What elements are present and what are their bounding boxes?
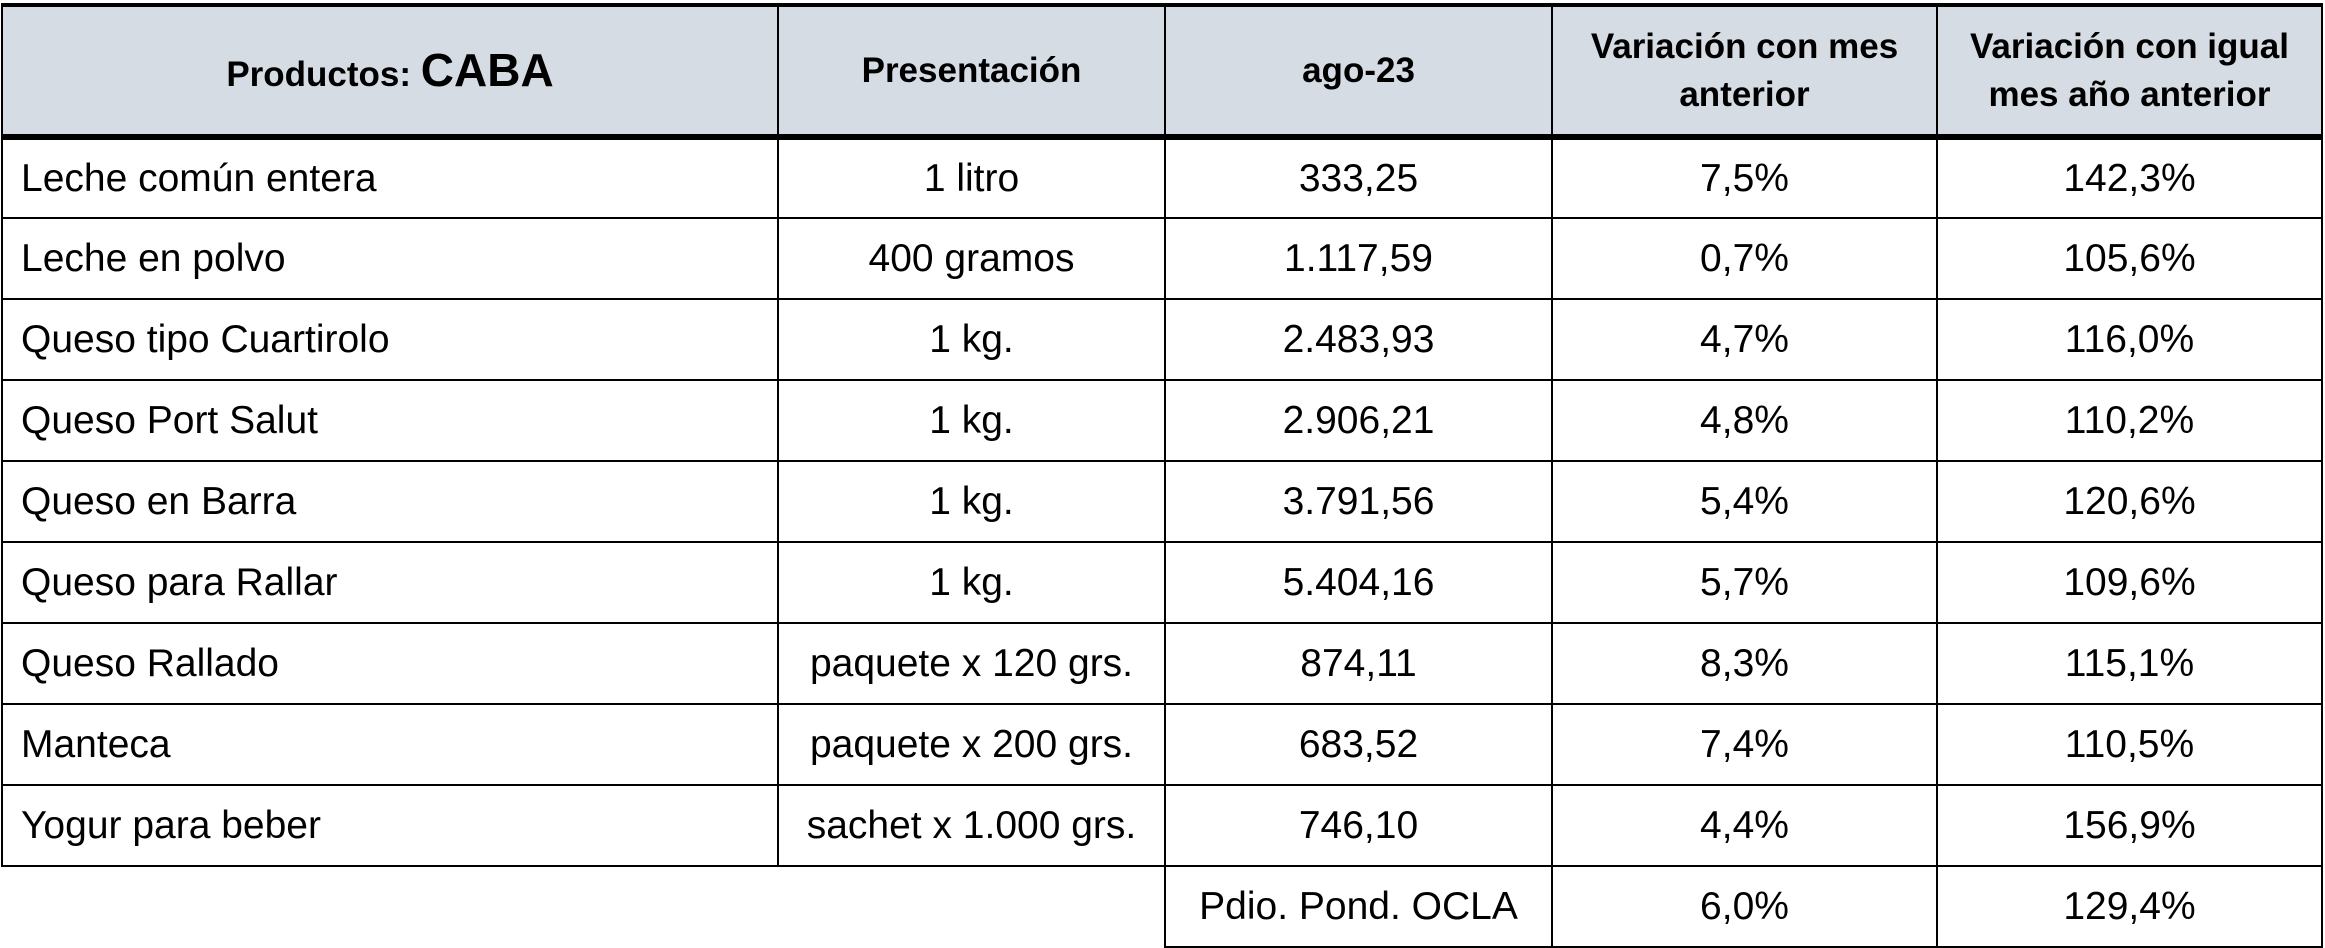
table-cell: 116,0% bbox=[1936, 298, 2323, 381]
table-cell: 110,2% bbox=[1936, 379, 2323, 462]
price-table: Productos: CABA Presentación ago-23 Variac… bbox=[1, 3, 2323, 948]
header-cell: Variación con mes anterior bbox=[1551, 3, 1938, 140]
table-cell: Queso Port Salut bbox=[1, 379, 779, 462]
table-cell: 4,8% bbox=[1551, 379, 1938, 462]
table-cell: Leche común entera bbox=[1, 136, 779, 219]
header-cell: ago-23 bbox=[1164, 3, 1553, 140]
table-cell: 5,7% bbox=[1551, 541, 1938, 624]
table-row: Yogur para beber sachet x 1.000 grs. 746,1… bbox=[1, 784, 2323, 867]
header-cell: Productos: CABA bbox=[1, 3, 779, 140]
table-row: Leche común entera 1 litro 333,25 7,5% 142,3… bbox=[1, 136, 2323, 219]
table-cell: 105,6% bbox=[1936, 217, 2323, 300]
table-cell: 110,5% bbox=[1936, 703, 2323, 786]
table-cell: paquete x 120 grs. bbox=[777, 622, 1166, 705]
footer-label: Pdio. Pond. OCLA bbox=[1164, 865, 1553, 948]
header-region: CABA bbox=[420, 44, 554, 97]
header-label: Productos: bbox=[226, 55, 412, 95]
table-cell: 683,52 bbox=[1164, 703, 1553, 786]
table-cell: 5,4% bbox=[1551, 460, 1938, 543]
table-cell: 4,4% bbox=[1551, 784, 1938, 867]
table-cell: 4,7% bbox=[1551, 298, 1938, 381]
table-cell: 1 kg. bbox=[777, 541, 1166, 624]
table-cell: 5.404,16 bbox=[1164, 541, 1553, 624]
table-cell: 7,4% bbox=[1551, 703, 1938, 786]
header-row: Productos: CABA Presentación ago-23 Variac… bbox=[1, 3, 2323, 140]
table-cell: 0,7% bbox=[1551, 217, 1938, 300]
table-cell: 874,11 bbox=[1164, 622, 1553, 705]
table-cell: Queso en Barra bbox=[1, 460, 779, 543]
table-cell: 120,6% bbox=[1936, 460, 2323, 543]
table-cell: 8,3% bbox=[1551, 622, 1938, 705]
table-cell: 142,3% bbox=[1936, 136, 2323, 219]
table-row: Leche en polvo 400 gramos 1.117,59 0,7% 105,… bbox=[1, 217, 2323, 300]
table-cell: paquete x 200 grs. bbox=[777, 703, 1166, 786]
table-row: Queso Rallado paquete x 120 grs. 874,11 8,3… bbox=[1, 622, 2323, 705]
table-cell: 1 litro bbox=[777, 136, 1166, 219]
header-cell: Presentación bbox=[777, 3, 1166, 140]
table-cell: Yogur para beber bbox=[1, 784, 779, 867]
table-cell: 156,9% bbox=[1936, 784, 2323, 867]
table-cell: Queso Rallado bbox=[1, 622, 779, 705]
table-cell: 1 kg. bbox=[777, 460, 1166, 543]
table-cell: sachet x 1.000 grs. bbox=[777, 784, 1166, 867]
footer-cell: 6,0% bbox=[1551, 865, 1938, 948]
table-cell: 333,25 bbox=[1164, 136, 1553, 219]
table-row: Queso para Rallar 1 kg. 5.404,16 5,7% 109,6% bbox=[1, 541, 2323, 624]
table-cell: Queso para Rallar bbox=[1, 541, 779, 624]
table-cell: 1 kg. bbox=[777, 379, 1166, 462]
footer-cell: 129,4% bbox=[1936, 865, 2323, 948]
table-cell: Leche en polvo bbox=[1, 217, 779, 300]
table-cell: Manteca bbox=[1, 703, 779, 786]
table-cell: Queso tipo Cuartirolo bbox=[1, 298, 779, 381]
table-cell: 2.483,93 bbox=[1164, 298, 1553, 381]
table-cell: 1.117,59 bbox=[1164, 217, 1553, 300]
footer-row: Pdio. Pond. OCLA 6,0% 129,4% bbox=[2, 865, 2323, 948]
empty-cell bbox=[2, 866, 778, 947]
table-cell: 400 gramos bbox=[777, 217, 1166, 300]
empty-cell bbox=[778, 866, 1166, 947]
table-row: Queso tipo Cuartirolo 1 kg. 2.483,93 4,7% 11… bbox=[1, 298, 2323, 381]
table-cell: 1 kg. bbox=[777, 298, 1166, 381]
table-row: Queso en Barra 1 kg. 3.791,56 5,4% 120,6% bbox=[1, 460, 2323, 543]
header-cell: Variación con igual mes año anterior bbox=[1936, 3, 2323, 140]
table-cell: 109,6% bbox=[1936, 541, 2323, 624]
table-cell: 7,5% bbox=[1551, 136, 1938, 219]
table-row: Queso Port Salut 1 kg. 2.906,21 4,8% 110,2% bbox=[1, 379, 2323, 462]
table-row: Manteca paquete x 200 grs. 683,52 7,4% 110,5… bbox=[1, 703, 2323, 786]
table-cell: 3.791,56 bbox=[1164, 460, 1553, 543]
table-cell: 2.906,21 bbox=[1164, 379, 1553, 462]
table-cell: 115,1% bbox=[1936, 622, 2323, 705]
table-cell: 746,10 bbox=[1164, 784, 1553, 867]
